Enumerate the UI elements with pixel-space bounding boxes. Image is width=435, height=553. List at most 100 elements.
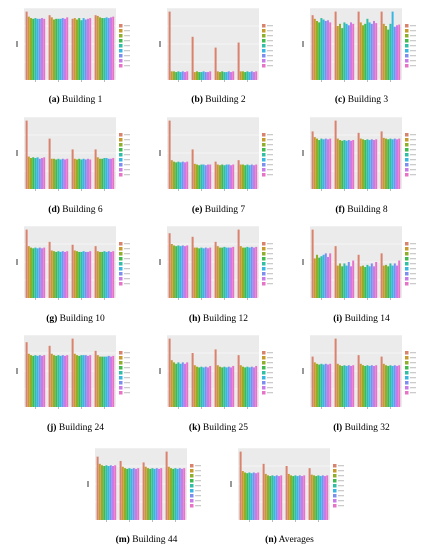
bar-b10-g1-s8	[40, 248, 43, 298]
bar-b14-g2-s5	[343, 263, 346, 298]
legend-swatch-4	[119, 366, 123, 370]
bar-b44-g2-s4	[126, 468, 129, 520]
bar-b25-g1-s9	[186, 362, 189, 407]
legend-swatch-8	[333, 499, 337, 503]
bar-b24-g1-s4	[32, 355, 35, 407]
panel-caption-text: Averages	[276, 535, 314, 545]
legend-label-mark	[410, 134, 416, 136]
bar-b32-g4-s6	[391, 365, 394, 407]
legend-swatch-5	[405, 262, 409, 266]
legend-label-mark	[338, 495, 344, 497]
bar-b7-g4-s7	[250, 164, 253, 189]
legend-label-mark	[195, 500, 201, 502]
legend-label-mark	[195, 470, 201, 472]
bar-b44-g4-s1	[165, 451, 168, 520]
legend-label-mark	[124, 268, 130, 270]
bar-b1-g4-s4	[101, 18, 104, 80]
legend-swatch-2	[119, 29, 123, 33]
bar-b14-g1-s8	[326, 256, 329, 298]
legend-swatch-8	[405, 59, 409, 63]
legend-label-mark	[267, 25, 273, 27]
panel-caption-letter: (n)	[265, 535, 277, 545]
bar-b6-g2-s9	[66, 158, 69, 189]
legend-label-mark	[267, 258, 273, 260]
bar-b10-g2-s9	[66, 251, 69, 298]
legend-label-mark	[124, 387, 130, 389]
legend-label-mark	[124, 134, 130, 136]
bar-b6-g4-s1	[94, 149, 97, 189]
legend-label-mark	[267, 50, 273, 52]
bar-b32-g2-s1	[334, 338, 337, 407]
legend-label-mark	[338, 465, 344, 467]
panel-caption: (k) Building 25	[157, 423, 280, 433]
legend-swatch-8	[119, 59, 123, 63]
legend-label-mark	[267, 134, 273, 136]
bar-b3-g1-s8	[326, 20, 329, 81]
bar-b2-g1-s4	[175, 72, 178, 80]
bar-b12-g3-s5	[223, 246, 226, 298]
panel-caption: (g) Building 10	[14, 314, 137, 324]
panel-caption: (f) Building 8	[300, 205, 423, 215]
legend-swatch-8	[405, 386, 409, 390]
bar-b1-g2-s1	[48, 15, 51, 81]
bar-b3-g2-s6	[345, 23, 348, 80]
legend-label-mark	[410, 144, 416, 146]
legend-label-mark	[124, 367, 130, 369]
bar-b25-g3-s6	[225, 367, 228, 407]
bar-b10-g2-s2	[50, 250, 53, 298]
legend-label-mark	[124, 392, 130, 394]
bar-b44-g4-s9	[183, 468, 186, 520]
legend-swatch-4	[262, 148, 266, 152]
bar-b2-g1-s8	[183, 72, 186, 80]
bar-b12-g2-s4	[198, 248, 201, 298]
bar-b44-g4-s8	[180, 468, 183, 520]
bar-b8-g2-s8	[349, 140, 352, 189]
bar-b2-g1-s3	[173, 71, 176, 80]
bar-b10-g3-s4	[78, 251, 81, 298]
panel-caption-text: Building 14	[342, 314, 390, 324]
bar-b3-g4-s4	[387, 29, 390, 81]
bar-b3-g2-s4	[341, 28, 344, 80]
legend-label-mark	[267, 253, 273, 255]
legend-swatch-2	[262, 247, 266, 251]
bar-b7-g4-s5	[246, 164, 249, 189]
bar-b8-g4-s9	[398, 138, 401, 189]
bar-b7-g2-s3	[196, 164, 199, 189]
bar-b25-g2-s9	[209, 365, 212, 407]
bar-b3-g1-s1	[311, 15, 314, 81]
panel-caption-letter: (h)	[188, 314, 201, 324]
bar-b44-g1-s6	[107, 466, 110, 520]
bar-b7-g1-s7	[181, 161, 184, 189]
bar-b14-g1-s5	[320, 256, 323, 298]
legend-swatch-6	[119, 49, 123, 53]
legend-swatch-9	[119, 391, 123, 395]
bar-b14-g1-s3	[316, 254, 319, 298]
bar-avg-g3-s5	[294, 475, 297, 520]
bar-b12-g2-s2	[193, 247, 196, 298]
legend-swatch-5	[405, 371, 409, 375]
bar-b2-g2-s6	[202, 71, 205, 80]
legend-swatch-1	[190, 464, 194, 468]
bar-b14-g4-s2	[382, 265, 385, 298]
legend-label-mark	[410, 258, 416, 260]
legend-swatch-2	[333, 469, 337, 473]
y-axis-title-mark	[302, 259, 304, 265]
bar-b25-g2-s3	[196, 366, 199, 407]
bar-b14-g3-s6	[368, 266, 371, 298]
bar-b24-g4-s3	[99, 356, 102, 407]
legend-swatch-6	[405, 267, 409, 271]
bar-b25-g2-s1	[191, 353, 194, 407]
bar-b10-g1-s4	[32, 248, 35, 298]
bar-b12-g2-s1	[191, 236, 194, 298]
bar-b12-g2-s6	[202, 248, 205, 298]
bar-b2-g2-s8	[206, 72, 209, 80]
bar-b24-g4-s4	[101, 356, 104, 407]
bar-b32-g2-s3	[339, 365, 342, 407]
bar-b2-g4-s6	[248, 72, 251, 80]
bar-b32-g1-s8	[326, 364, 329, 407]
bar-b14-g1-s4	[318, 257, 321, 298]
legend-label-mark	[124, 60, 130, 62]
bar-b24-g1-s9	[43, 355, 46, 407]
bar-b8-g3-s5	[366, 139, 369, 189]
legend-label-mark	[410, 392, 416, 394]
